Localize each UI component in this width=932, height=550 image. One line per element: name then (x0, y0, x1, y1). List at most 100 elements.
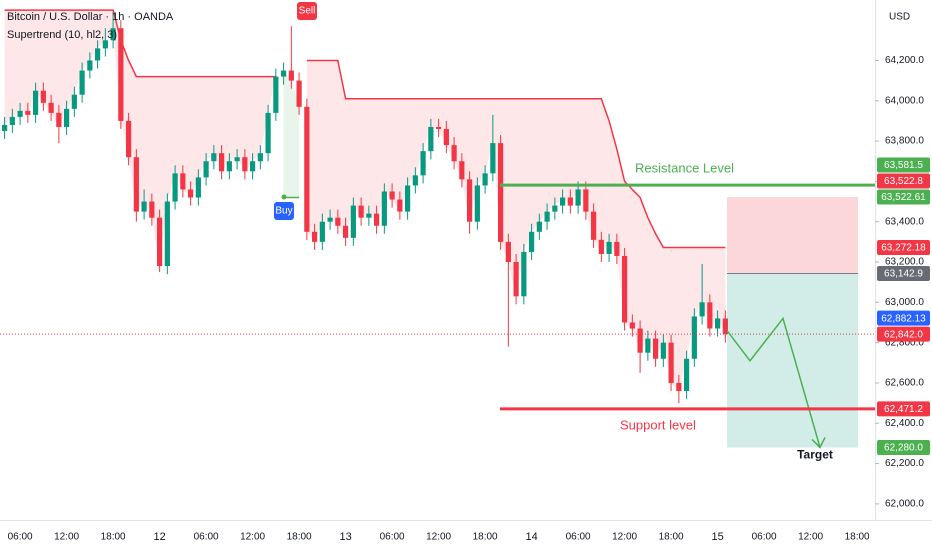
candle-body (288, 70, 294, 81)
candle-body (614, 241, 620, 256)
x-tick-label: 12:00 (798, 532, 823, 543)
candle-body (629, 322, 635, 329)
price-tag (877, 239, 930, 255)
x-tick-label: 12 (153, 531, 165, 543)
candle-body (1, 124, 8, 132)
candle-body (381, 191, 387, 226)
candle-body (265, 112, 271, 154)
y-tick-label: 62,000.0 (885, 499, 924, 510)
trend-fill (4, 10, 276, 267)
x-tick-label: 06:00 (380, 532, 405, 543)
price-tag (877, 173, 930, 189)
candle-body (443, 128, 449, 146)
candle-body (273, 76, 279, 113)
price-tag-label: 63,522.61 (881, 192, 926, 203)
x-tick-label: 06:00 (752, 532, 777, 543)
candle-body (513, 262, 519, 297)
target-zone (727, 273, 858, 448)
y-tick-label: 63,200.0 (885, 257, 924, 268)
x-tick-label: 18:00 (101, 532, 126, 543)
projection-arrowhead (811, 437, 826, 449)
candle-body (87, 60, 93, 71)
x-tick-label: 06:00 (566, 532, 591, 543)
candle-body (164, 201, 170, 267)
candle-body (118, 28, 124, 121)
x-tick-label: 12:00 (612, 532, 637, 543)
target-label: Target (797, 448, 833, 462)
candle-body (110, 28, 116, 41)
trend-fill (306, 60, 726, 392)
buy-dot (281, 194, 287, 200)
candle-body (358, 205, 364, 218)
x-tick-label: 12:00 (240, 532, 265, 543)
x-tick-label: 18:00 (845, 532, 870, 543)
candle-body (405, 185, 411, 212)
candle-body (420, 151, 426, 176)
candle-body (583, 189, 589, 212)
candle-body (141, 201, 147, 212)
price-tag-label: 63,581.5 (884, 160, 923, 171)
price-tag (877, 310, 930, 326)
currency: USD (889, 12, 910, 23)
x-tick-label: 18:00 (659, 532, 684, 543)
stop-zone (727, 196, 858, 274)
candle-body (343, 225, 349, 238)
candle-body (56, 112, 62, 127)
y-tick-label: 62,800.0 (885, 337, 924, 348)
candle-body (536, 221, 542, 232)
candle-body (95, 48, 101, 61)
candle-body (312, 231, 318, 242)
candle-body (668, 342, 674, 383)
candle-body (304, 106, 310, 232)
candle-body (281, 70, 287, 77)
candle-body (498, 143, 504, 242)
candle-body (660, 342, 666, 359)
candle-body (149, 201, 155, 218)
y-tick-label: 62,400.0 (885, 418, 924, 429)
buy-signal-bg (274, 202, 294, 220)
y-tick-label: 63,800.0 (885, 136, 924, 147)
candle-body (250, 161, 256, 172)
candle-body (552, 205, 558, 212)
candle-body (350, 205, 356, 238)
candle-body (180, 173, 186, 190)
candle-body (257, 153, 263, 162)
y-tick-label: 64,200.0 (885, 55, 924, 66)
candle-body (397, 199, 403, 212)
candle-body (474, 185, 480, 222)
price-tag (877, 157, 930, 173)
candle-body (126, 120, 132, 158)
candle-body (40, 90, 46, 103)
sell-signal-bg (297, 2, 317, 20)
x-tick-label: 15 (711, 531, 723, 543)
candle-body (575, 189, 581, 206)
candle-body (133, 157, 139, 212)
candle-body (172, 173, 178, 202)
candle-body (219, 153, 225, 172)
candle-body (529, 231, 535, 252)
candle-body (335, 217, 341, 226)
x-tick-label: 12:00 (426, 532, 451, 543)
candle-body (436, 126, 442, 129)
price-tag-label: 62,882.13 (881, 313, 926, 324)
support-label: Support level (620, 417, 696, 432)
candle-body (598, 239, 604, 254)
price-tag (877, 439, 930, 455)
price-tag (877, 401, 930, 417)
chart-title: Bitcoin / U.S. Dollar · 1h · OANDA (7, 11, 174, 23)
price-tag-label: 63,142.9 (884, 269, 923, 280)
projection-line (726, 316, 821, 448)
candle-body (242, 157, 248, 172)
indicator-label: Supertrend (10, hl2, 3) (7, 29, 117, 41)
candle-body (591, 211, 597, 240)
candle-body (622, 255, 628, 323)
candle-body (645, 338, 651, 353)
x-tick-label: 12:00 (54, 532, 79, 543)
candle-body (195, 177, 201, 198)
candle-body (684, 358, 690, 392)
candle-body (33, 90, 39, 115)
candle-body (505, 241, 511, 263)
candle-body (560, 197, 566, 206)
